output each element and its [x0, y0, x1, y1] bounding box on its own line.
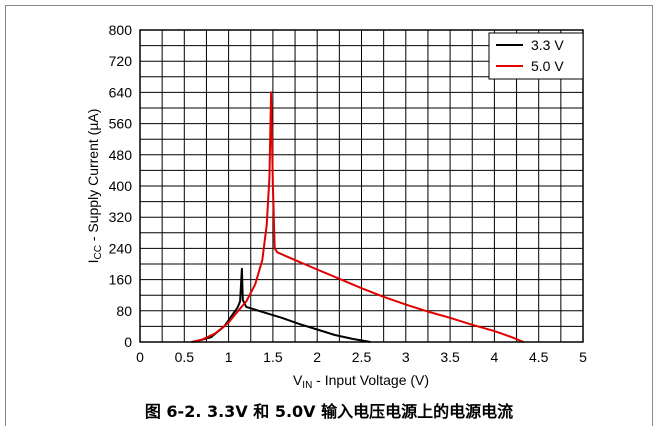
x-axis-label-main: V [293, 372, 303, 388]
x-tick-label: 4 [491, 349, 499, 365]
y-axis-label-main: I [85, 260, 101, 264]
x-tick-label: 4.5 [529, 349, 549, 365]
x-tick-labels: 0 0.5 1 1.5 2 2.5 3 3.5 4 4.5 5 [136, 349, 587, 365]
chart-series [191, 91, 524, 343]
y-tick-label: 800 [109, 22, 133, 38]
supply-current-chart: 0 0.5 1 1.5 2 2.5 3 3.5 4 4.5 5 0 80 160 240 320 400 480… [85, 22, 587, 391]
legend-label-5v0: 5.0 V [531, 58, 564, 74]
y-tick-labels: 0 80 160 240 320 400 480 560 640 720 800 [109, 22, 133, 350]
x-tick-label: 3 [402, 349, 410, 365]
y-tick-label: 720 [109, 53, 133, 69]
legend-label-3v3: 3.3 V [531, 37, 564, 53]
series-line-1 [191, 91, 524, 343]
y-tick-label: 160 [109, 272, 133, 288]
y-axis-label: ICC - Supply Current (µA) [85, 109, 104, 264]
x-tick-label: 3.5 [440, 349, 460, 365]
y-tick-label: 640 [109, 84, 133, 100]
x-tick-label: 0.5 [175, 349, 195, 365]
x-tick-label: 1 [225, 349, 233, 365]
x-axis-label-rest: - Input Voltage (V) [312, 372, 429, 388]
figure-frame [5, 5, 653, 426]
x-axis-label-sub: IN [302, 380, 312, 391]
y-tick-label: 320 [109, 209, 133, 225]
y-tick-label: 0 [124, 334, 132, 350]
y-tick-label: 400 [109, 178, 133, 194]
y-tick-label: 240 [109, 240, 133, 256]
legend-box [488, 32, 584, 80]
y-tick-label: 560 [109, 116, 133, 132]
y-axis-label-sub: CC [93, 245, 104, 259]
x-tick-label: 2.5 [352, 349, 372, 365]
x-axis-label: VIN - Input Voltage (V) [293, 372, 429, 391]
x-tick-label: 5 [579, 349, 587, 365]
y-axis-label-rest: - Supply Current (µA) [85, 109, 101, 245]
x-tick-label: 2 [313, 349, 321, 365]
plot-border [139, 29, 584, 343]
y-tick-label: 480 [109, 147, 133, 163]
x-tick-label: 1.5 [263, 349, 283, 365]
chart-legend: 3.3 V 5.0 V [488, 32, 584, 80]
figure-caption: 图 6-2. 3.3V 和 5.0V 输入电压电源上的电源电流 [144, 402, 514, 421]
x-tick-label: 0 [136, 349, 144, 365]
y-tick-label: 80 [116, 303, 132, 319]
